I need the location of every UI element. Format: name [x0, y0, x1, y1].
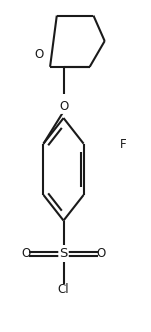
Text: Cl: Cl	[58, 284, 69, 296]
Text: S: S	[59, 247, 68, 260]
Text: O: O	[34, 48, 43, 61]
Text: O: O	[21, 247, 31, 260]
Text: O: O	[96, 247, 106, 260]
Text: F: F	[120, 138, 127, 151]
Text: O: O	[59, 100, 68, 113]
